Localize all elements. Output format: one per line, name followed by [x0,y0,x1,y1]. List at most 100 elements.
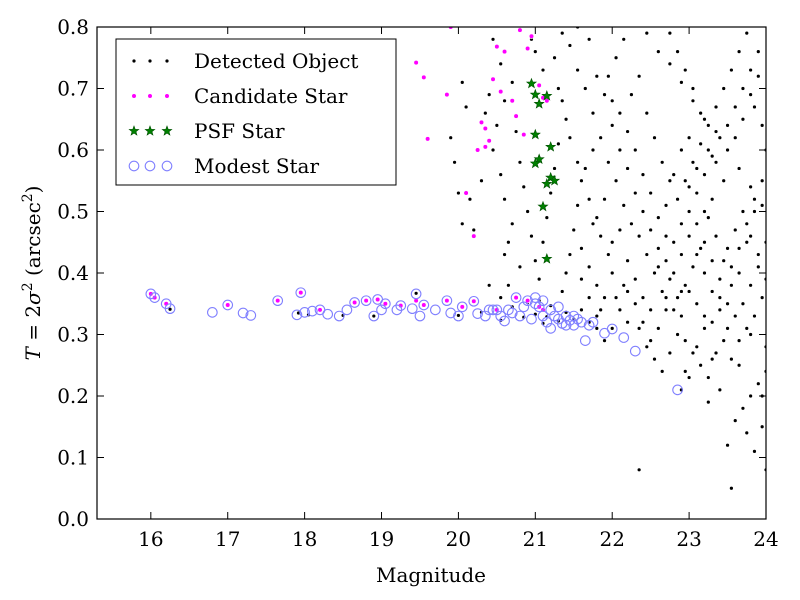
detected-object-point [510,222,514,226]
detected-object-point [656,265,660,269]
x-tick-label: 20 [446,527,471,551]
modest-star-point [629,345,641,357]
detected-object-point [749,394,753,398]
psf-star-point [537,200,549,212]
detected-object-point [668,351,672,355]
detected-object-point [725,246,730,250]
modest-star-point [349,297,360,308]
detected-object-point [660,369,664,373]
detected-object-point [483,111,487,115]
detected-object-point [591,148,595,152]
detected-object-point [752,105,757,109]
candidate-star-point [375,296,381,303]
detected-object-point [741,302,745,306]
modest-star-point [429,304,441,316]
detected-object-point [587,197,591,201]
detected-object-point [549,191,553,195]
detected-object-point [752,197,757,201]
detected-object-point [583,166,587,171]
candidate-star-point [494,44,500,50]
detected-object-point [672,240,676,244]
detected-object-point [552,166,557,171]
detected-object-point [602,93,607,97]
detected-object-point [756,252,760,257]
candidate-star-point [475,147,481,153]
detected-object-point [576,203,580,207]
detected-object-point [595,314,599,318]
detected-object-point [560,31,564,35]
detected-object-point [652,271,657,275]
candidate-star-point [525,298,531,304]
psf-star-point [529,128,541,140]
detected-object-point [168,307,172,311]
candidate-star-point [459,304,465,310]
x-tick-label: 24 [753,527,778,551]
modest-star-point [545,323,557,334]
modest-star-point [553,301,564,313]
detected-object-point [502,197,507,201]
modest-star-point [295,287,307,299]
modest-star-point [272,295,284,307]
psf-star-point [525,77,538,89]
detected-object-point [610,326,614,330]
modest-star-point [237,307,249,319]
detected-object-point [625,166,630,171]
detected-object-point [649,308,653,312]
detected-object-point [710,320,714,324]
detected-object-point [449,136,453,140]
detected-object-point [641,173,645,177]
detected-object-point [452,160,457,164]
detected-object-point [618,308,622,312]
detected-object-point [637,326,641,330]
detected-object-point [752,314,757,318]
detected-object-point [749,68,753,72]
detected-object-point [749,332,753,337]
detected-object-point [618,148,622,152]
detected-object-point [518,265,522,269]
detected-object-point [502,252,507,257]
detected-object-point [579,179,584,183]
detected-object-point [679,289,684,294]
psf-star-point [529,157,541,169]
detected-object-point [749,283,753,287]
detected-object-point [668,31,672,35]
detected-object-point [675,332,680,337]
candidate-star-point [521,132,527,138]
detected-object-point [749,234,753,238]
detected-object-point [664,296,668,300]
legend-marker-psf-star [161,125,173,136]
psf-star-point [533,98,545,109]
detected-object-point [672,271,676,275]
detected-object-point [722,86,726,91]
detected-object-point [645,111,649,115]
detected-object-point [541,68,545,72]
detected-object-point [691,86,695,91]
detected-object-point [576,68,580,72]
modest-star-point [576,316,587,328]
candidate-star-point [509,98,515,104]
detected-object-point [637,234,641,238]
detected-object-point [579,308,584,312]
detected-object-point [633,148,637,152]
detected-object-point [625,289,630,294]
detected-object-point [625,129,630,134]
x-tick-label: 19 [369,527,394,551]
modest-star-point [468,295,480,307]
detected-object-point [756,50,760,54]
candidate-star-point [425,136,431,142]
detected-object-point [599,234,603,238]
detected-object-point [737,271,741,275]
detected-object-point [737,166,741,171]
detected-object-point [645,31,649,35]
detected-object-point [733,228,737,232]
detected-object-point [587,296,591,300]
detected-object-point [595,326,599,330]
detected-object-point [641,296,645,300]
candidate-star-point [486,138,492,144]
y-tick-label: 0.0 [57,507,89,531]
modest-star-point [149,292,161,303]
detected-object-point [591,111,595,115]
detected-object-point [702,209,707,214]
detected-object-point [687,185,691,189]
modest-star-point [164,303,176,315]
